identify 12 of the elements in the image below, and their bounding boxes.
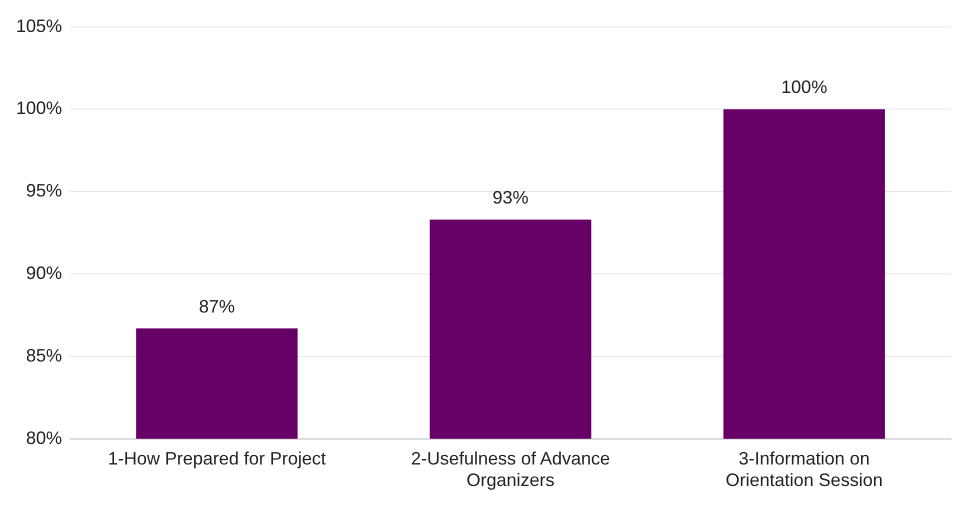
x-tick-label: 1-How Prepared for Project [108,448,326,469]
y-tick-label: 80% [26,428,62,448]
y-tick-label: 85% [26,345,62,366]
x-tick-label: 3-Information on Orientation Session [726,448,883,490]
y-tick-label: 95% [26,180,62,201]
x-tick-label: 2-Usefulness of Advance Organizers [410,448,610,490]
y-tick-label: 105% [16,16,62,36]
y-tick-label: 90% [26,262,62,283]
data-label: 93% [492,188,529,208]
data-label: 87% [198,296,235,316]
y-tick-label: 100% [16,98,62,118]
data-label: 100% [781,77,828,98]
